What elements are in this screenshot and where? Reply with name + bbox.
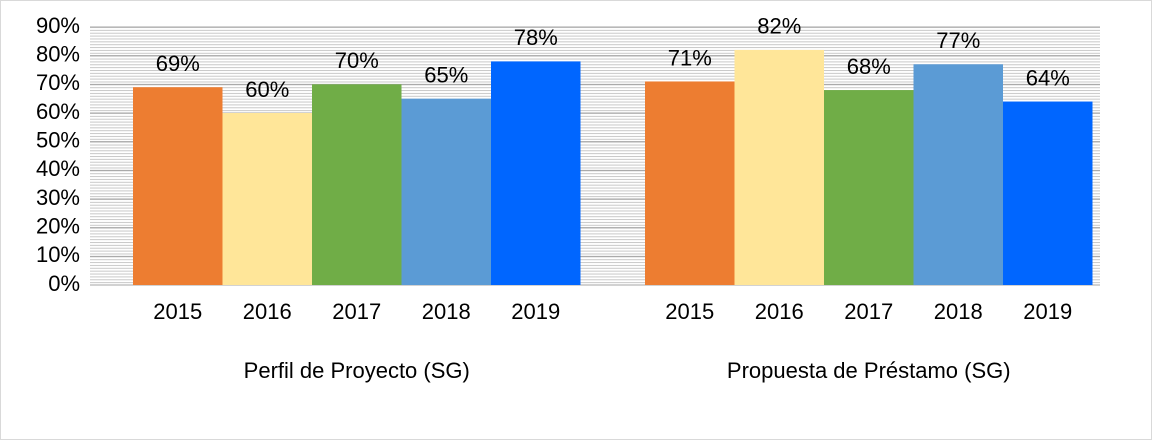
y-tick-label: 70% <box>36 70 80 95</box>
bar <box>1003 101 1093 286</box>
y-tick-label: 90% <box>36 13 80 38</box>
x-tick-label: 2017 <box>844 299 893 324</box>
y-tick-label: 30% <box>36 185 80 210</box>
group-label: Propuesta de Préstamo (SG) <box>727 358 1011 383</box>
bar <box>645 81 735 285</box>
x-tick-label: 2015 <box>665 299 714 324</box>
x-tick-label: 2019 <box>1023 299 1072 324</box>
data-label: 77% <box>936 28 980 53</box>
bar <box>491 61 581 286</box>
y-tick-label: 60% <box>36 99 80 124</box>
bar <box>401 98 491 286</box>
x-tick-label: 2019 <box>511 299 560 324</box>
y-tick-label: 0% <box>48 271 80 296</box>
data-label: 69% <box>156 51 200 76</box>
y-tick-label: 80% <box>36 41 80 66</box>
data-label: 64% <box>1026 65 1070 90</box>
bar <box>133 87 223 285</box>
y-tick-label: 50% <box>36 127 80 152</box>
bar <box>734 49 824 285</box>
bar <box>222 113 312 285</box>
x-tick-label: 2018 <box>934 299 983 324</box>
data-label: 71% <box>668 45 712 70</box>
x-tick-label: 2016 <box>243 299 292 324</box>
group-label: Perfil de Proyecto (SG) <box>244 358 470 383</box>
y-tick-label: 10% <box>36 242 80 267</box>
bar <box>824 90 914 285</box>
y-tick-label: 40% <box>36 156 80 181</box>
x-tick-label: 2018 <box>422 299 471 324</box>
y-tick-label: 20% <box>36 213 80 238</box>
data-label: 65% <box>424 62 468 87</box>
data-label: 82% <box>757 14 801 39</box>
x-tick-label: 2016 <box>755 299 804 324</box>
bar <box>913 64 1003 286</box>
bar <box>312 84 402 285</box>
x-tick-label: 2015 <box>153 299 202 324</box>
data-label: 60% <box>245 77 289 102</box>
data-label: 68% <box>847 54 891 79</box>
data-label: 70% <box>335 48 379 73</box>
x-tick-label: 2017 <box>332 299 381 324</box>
data-label: 78% <box>514 25 558 50</box>
